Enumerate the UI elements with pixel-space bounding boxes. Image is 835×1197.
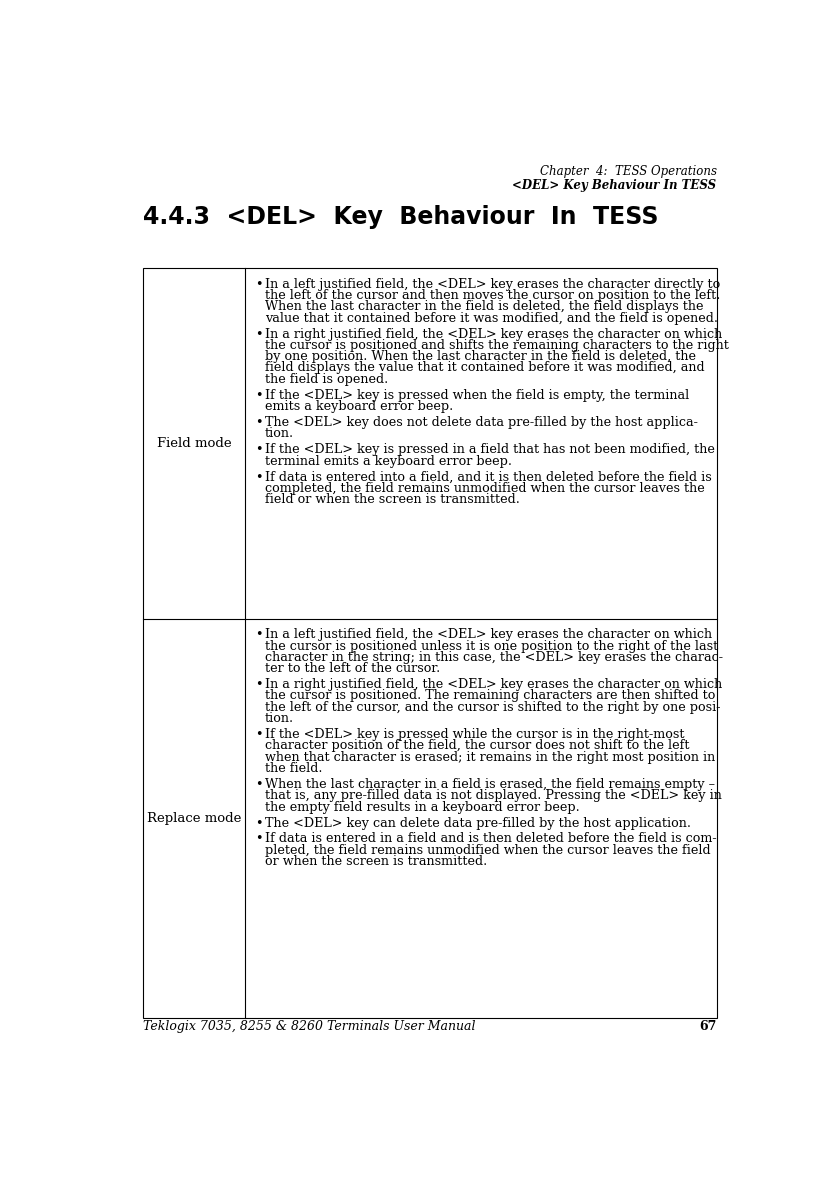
Text: •: • — [256, 443, 263, 456]
Bar — [143, 268, 716, 1017]
Text: the cursor is positioned unless it is one position to the right of the last: the cursor is positioned unless it is on… — [265, 639, 718, 652]
Text: The <DEL> key does not delete data pre-filled by the host applica-: The <DEL> key does not delete data pre-f… — [265, 417, 698, 429]
Text: the cursor is positioned. The remaining characters are then shifted to: the cursor is positioned. The remaining … — [265, 689, 715, 703]
Text: field or when the screen is transmitted.: field or when the screen is transmitted. — [265, 493, 519, 506]
Text: ter to the left of the cursor.: ter to the left of the cursor. — [265, 662, 440, 675]
Text: In a right justified field, the <DEL> key erases the character on which: In a right justified field, the <DEL> ke… — [265, 328, 722, 340]
Text: When the last character in the field is deleted, the field displays the: When the last character in the field is … — [265, 300, 703, 314]
Text: If data is entered into a field, and it is then deleted before the field is: If data is entered into a field, and it … — [265, 470, 711, 484]
Text: Teklogix 7035, 8255 & 8260 Terminals User Manual: Teklogix 7035, 8255 & 8260 Terminals Use… — [143, 1020, 476, 1033]
Text: In a left justified field, the <DEL> key erases the character on which: In a left justified field, the <DEL> key… — [265, 628, 712, 642]
Text: character position of the field, the cursor does not shift to the left: character position of the field, the cur… — [265, 740, 690, 753]
Text: character in the string; in this case, the <DEL> key erases the charac-: character in the string; in this case, t… — [265, 651, 723, 664]
Text: when that character is erased; it remains in the right most position in: when that character is erased; it remain… — [265, 751, 715, 764]
Text: 67: 67 — [699, 1020, 716, 1033]
Text: <DEL> Key Behaviour In TESS: <DEL> Key Behaviour In TESS — [513, 180, 716, 192]
Text: Chapter  4:  TESS Operations: Chapter 4: TESS Operations — [539, 165, 716, 178]
Text: pleted, the field remains unmodified when the cursor leaves the field: pleted, the field remains unmodified whe… — [265, 844, 711, 857]
Text: by one position. When the last character in the field is deleted, the: by one position. When the last character… — [265, 351, 696, 363]
Text: the field.: the field. — [265, 762, 322, 774]
Text: •: • — [256, 389, 263, 402]
Text: the left of the cursor and then moves the cursor on position to the left.: the left of the cursor and then moves th… — [265, 288, 720, 302]
Text: If the <DEL> key is pressed when the field is empty, the terminal: If the <DEL> key is pressed when the fie… — [265, 389, 689, 402]
Text: •: • — [256, 816, 263, 830]
Text: terminal emits a keyboard error beep.: terminal emits a keyboard error beep. — [265, 455, 512, 468]
Text: value that it contained before it was modified, and the field is opened.: value that it contained before it was mo… — [265, 311, 718, 324]
Text: that is, any pre-filled data is not displayed. Pressing the <DEL> key in: that is, any pre-filled data is not disp… — [265, 789, 721, 802]
Text: the left of the cursor, and the cursor is shifted to the right by one posi-: the left of the cursor, and the cursor i… — [265, 700, 721, 713]
Text: emits a keyboard error beep.: emits a keyboard error beep. — [265, 400, 453, 413]
Text: Replace mode: Replace mode — [147, 812, 241, 825]
Text: If the <DEL> key is pressed in a field that has not been modified, the: If the <DEL> key is pressed in a field t… — [265, 443, 715, 456]
Text: •: • — [256, 470, 263, 484]
Text: When the last character in a field is erased, the field remains empty –: When the last character in a field is er… — [265, 778, 715, 791]
Text: •: • — [256, 278, 263, 291]
Text: completed, the field remains unmodified when the cursor leaves the: completed, the field remains unmodified … — [265, 482, 705, 494]
Text: •: • — [256, 679, 263, 691]
Text: the empty field results in a keyboard error beep.: the empty field results in a keyboard er… — [265, 801, 579, 814]
Text: •: • — [256, 417, 263, 429]
Text: •: • — [256, 832, 263, 845]
Text: •: • — [256, 778, 263, 791]
Text: field displays the value that it contained before it was modified, and: field displays the value that it contain… — [265, 361, 705, 375]
Text: The <DEL> key can delete data pre-filled by the host application.: The <DEL> key can delete data pre-filled… — [265, 816, 691, 830]
Text: 4.4.3  <DEL>  Key  Behaviour  In  TESS: 4.4.3 <DEL> Key Behaviour In TESS — [143, 205, 659, 230]
Text: the field is opened.: the field is opened. — [265, 372, 388, 385]
Text: the cursor is positioned and shifts the remaining characters to the right: the cursor is positioned and shifts the … — [265, 339, 729, 352]
Text: •: • — [256, 728, 263, 741]
Text: or when the screen is transmitted.: or when the screen is transmitted. — [265, 855, 487, 868]
Text: In a right justified field, the <DEL> key erases the character on which: In a right justified field, the <DEL> ke… — [265, 679, 722, 691]
Text: If data is entered in a field and is then deleted before the field is com-: If data is entered in a field and is the… — [265, 832, 716, 845]
Text: •: • — [256, 328, 263, 340]
Text: Field mode: Field mode — [157, 437, 231, 450]
Text: •: • — [256, 628, 263, 642]
Text: If the <DEL> key is pressed while the cursor is in the right-most: If the <DEL> key is pressed while the cu… — [265, 728, 685, 741]
Text: In a left justified field, the <DEL> key erases the character directly to: In a left justified field, the <DEL> key… — [265, 278, 720, 291]
Text: tion.: tion. — [265, 427, 294, 440]
Text: tion.: tion. — [265, 712, 294, 725]
